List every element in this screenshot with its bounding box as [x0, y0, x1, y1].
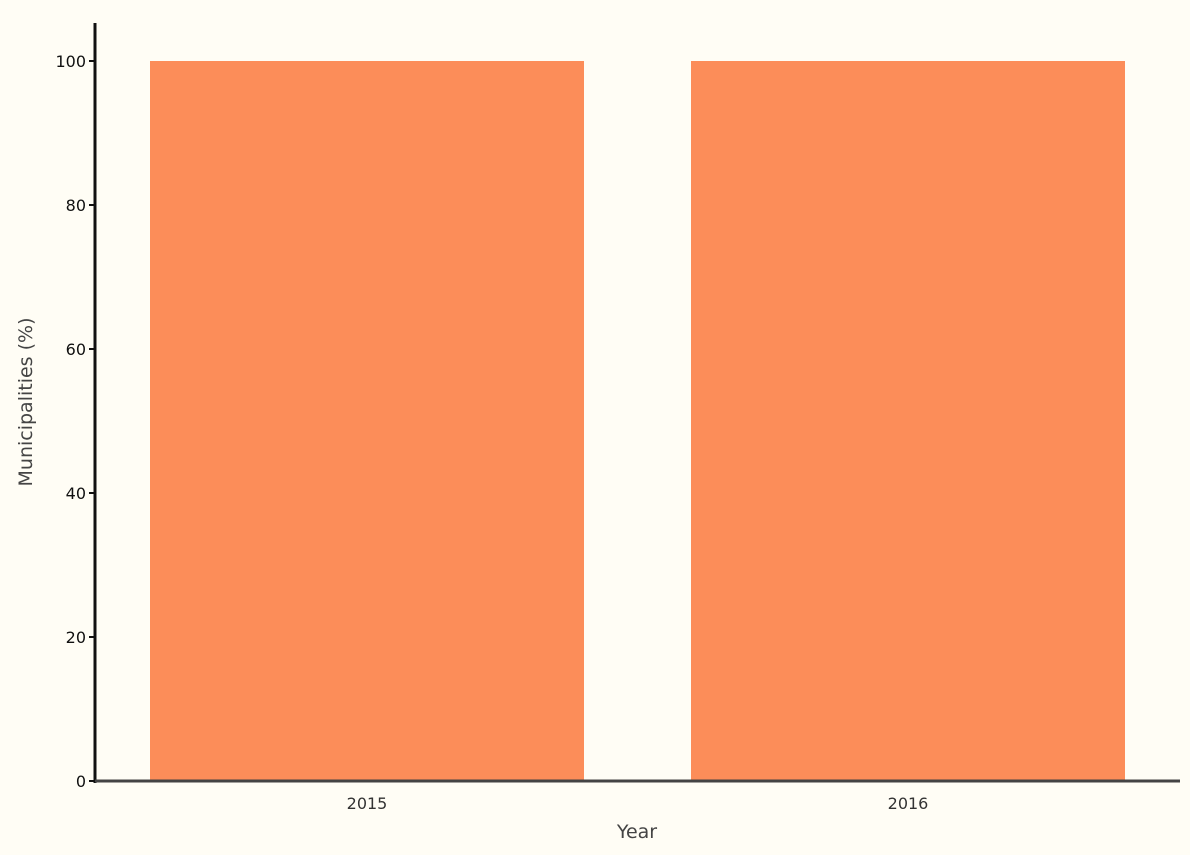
y-tick-label: 40	[66, 484, 86, 503]
x-tick-label: 2016	[888, 794, 929, 813]
y-tick-label: 0	[76, 772, 86, 791]
bar-2015	[150, 61, 584, 781]
y-tick-label: 100	[55, 52, 86, 71]
bars	[150, 61, 1125, 781]
y-tick-label: 80	[66, 196, 86, 215]
y-tick-label: 20	[66, 628, 86, 647]
bar-2016	[691, 61, 1125, 781]
y-tick-label: 60	[66, 340, 86, 359]
y-axis-title: Municipalities (%)	[15, 318, 37, 487]
x-axis-ticks: 2015 2016	[347, 794, 929, 813]
x-tick-label: 2015	[347, 794, 388, 813]
x-axis-title: Year	[616, 821, 657, 843]
